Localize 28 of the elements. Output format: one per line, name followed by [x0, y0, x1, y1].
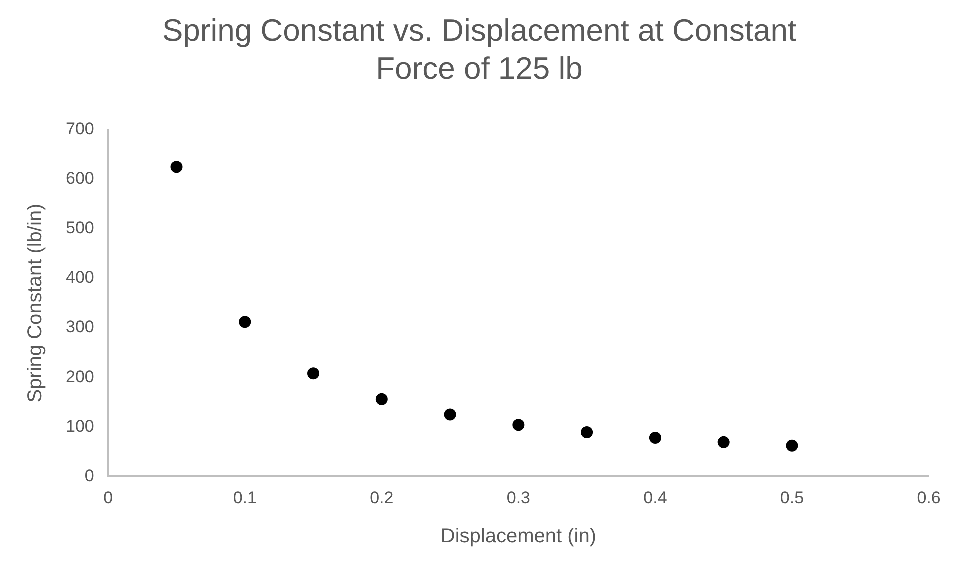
x-tick-label: 0.4: [644, 488, 668, 508]
point: [786, 440, 798, 452]
y-tick-label: 0: [84, 466, 94, 486]
x-tick-label: 0.3: [506, 488, 530, 508]
point: [239, 316, 252, 328]
y-tick-label: 300: [66, 318, 94, 337]
x-tick-label: 0.2: [370, 488, 394, 508]
point: [718, 436, 730, 448]
y-tick-label: 400: [66, 268, 94, 288]
y-tick-label: 700: [66, 120, 94, 139]
y-tick-label: 100: [66, 416, 94, 436]
chart-title: Spring Constant vs. Displacement at Constant Force of 125 lb: [161, 12, 798, 88]
x-tick-label: 0.5: [780, 488, 804, 508]
point: [581, 426, 594, 439]
x-tick-label: 0: [104, 488, 114, 508]
y-tick-label: 600: [66, 169, 94, 188]
y-axis-title: Spring Constant (lb/in): [24, 204, 47, 403]
point: [308, 368, 320, 380]
y-tick-label: 200: [66, 367, 94, 386]
y-tick-label: 500: [66, 218, 94, 238]
point: [170, 161, 183, 174]
point: [512, 419, 525, 432]
point: [649, 432, 662, 444]
x-tick-label: 0.1: [233, 488, 257, 508]
point: [376, 393, 388, 406]
point: [444, 408, 456, 421]
x-tick-label: 0.6: [917, 488, 941, 508]
x-axis-title: Displacement (in): [440, 526, 596, 548]
